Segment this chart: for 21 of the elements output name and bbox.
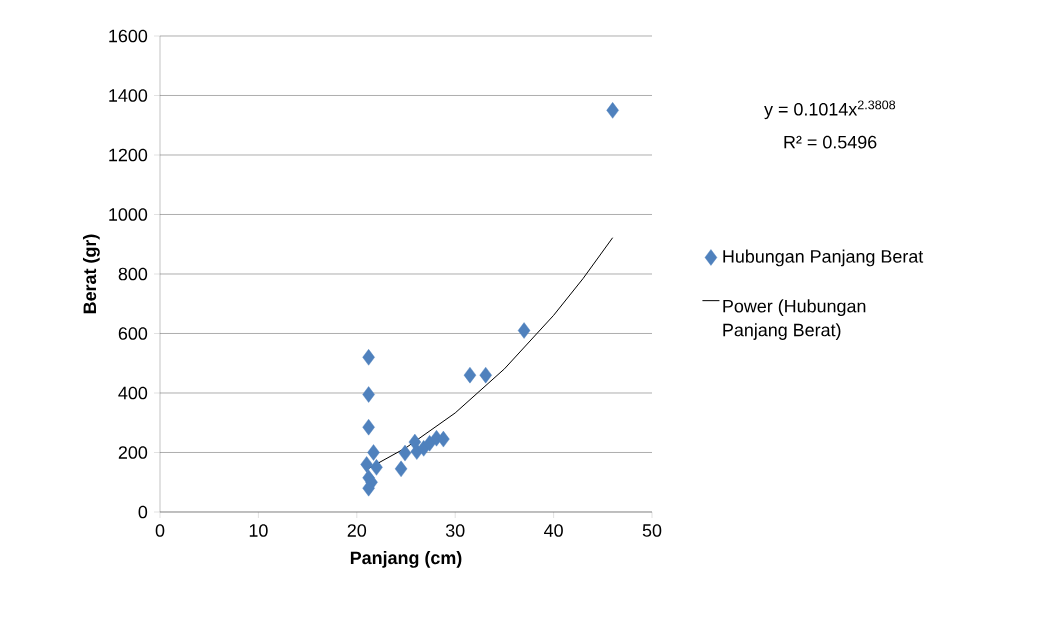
x-tick-label: 20 [347,524,367,537]
y-tick-label: 600 [118,327,148,340]
text: y = 0.1014x$^{2.3808}$ [764,100,896,120]
y-tick-label: 1200 [109,148,148,162]
y-tick-label: 200 [118,446,148,459]
x-tick-label: 50 [642,524,662,537]
legend-label: Power (Hubungan Panjang Berat) [723,299,866,340]
x-tick-label: 0 [155,524,165,537]
y-axis-title: Berat (gr) [82,234,100,314]
y-tick-label: 1600 [109,29,148,43]
x-tick-label: 40 [544,524,563,537]
y-tick-label: 0 [138,505,148,519]
y-tick-label: 1400 [109,89,148,102]
legend-label: Hubungan Panjang Berat [723,249,924,267]
x-tick-label: 10 [249,524,268,537]
y-tick-label: 800 [118,267,148,281]
x-axis-title: Panjang (cm) [350,551,462,568]
text: R² = 0.5496 [784,135,877,149]
x-tick-label: 30 [445,524,465,537]
y-tick-label: 1000 [109,208,148,221]
y-tick-label: 400 [118,386,148,400]
